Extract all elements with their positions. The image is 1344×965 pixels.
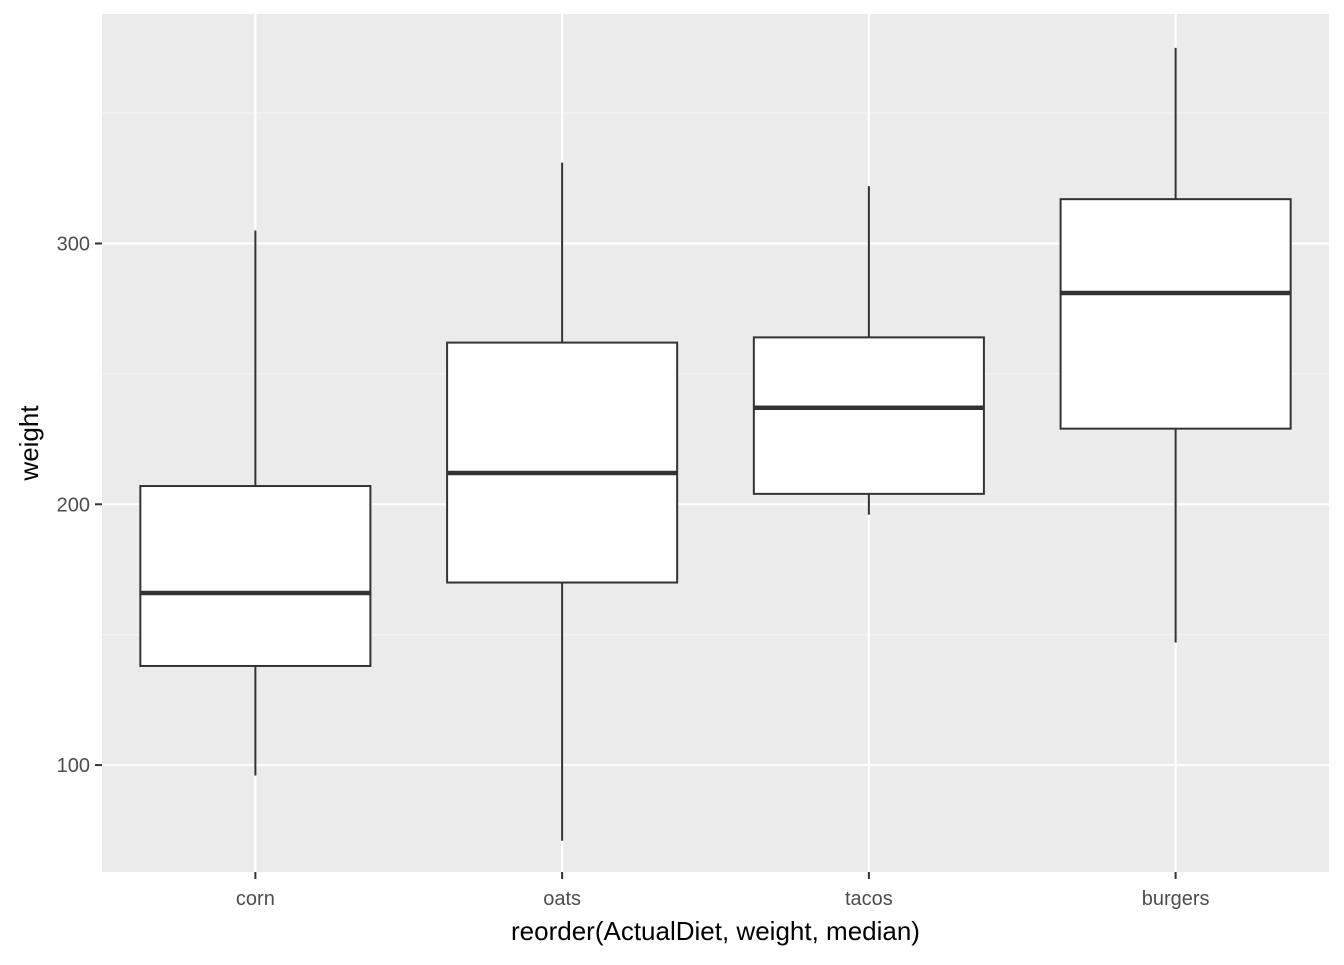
y-axis-title: weight (14, 405, 44, 482)
box-oats (446, 162, 679, 841)
box-iqr (139, 485, 372, 667)
box-corn (139, 230, 372, 776)
x-tick-label: tacos (845, 888, 893, 910)
x-tick-label: burgers (1142, 888, 1210, 910)
x-tick-label: corn (236, 888, 275, 910)
y-tick-label: 300 (57, 233, 90, 255)
box-tacos (752, 186, 985, 515)
box-iqr (446, 341, 679, 584)
box-burgers (1059, 47, 1292, 643)
y-tick-label: 200 (57, 494, 90, 516)
y-tick-label: 100 (57, 755, 90, 777)
x-axis-title: reorder(ActualDiet, weight, median) (511, 916, 920, 946)
x-tick-label: oats (543, 888, 581, 910)
plot-panel (102, 14, 1329, 872)
axes: 100 200 300 corn oats tacos burgers (57, 233, 1210, 910)
box-iqr (1059, 198, 1292, 430)
boxes (139, 47, 1292, 841)
box-iqr (752, 336, 985, 495)
